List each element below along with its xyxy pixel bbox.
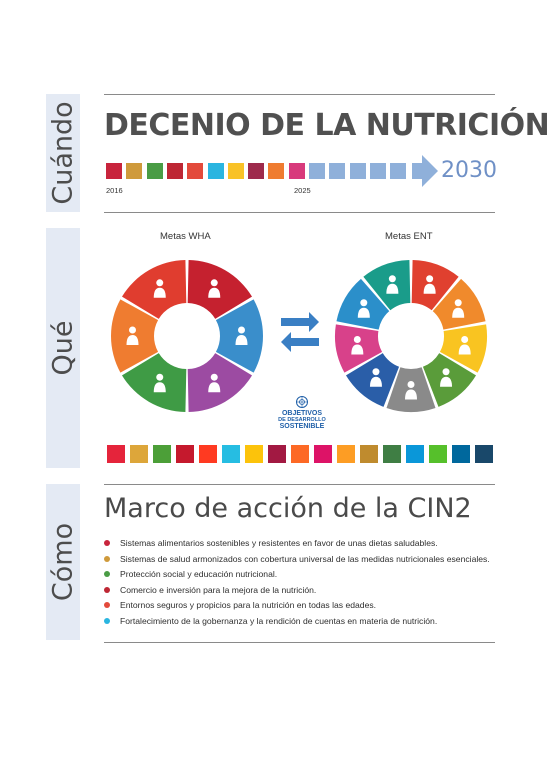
no-smoking-icon xyxy=(405,381,417,400)
list-item-text: Fortalecimiento de la gobernanza y la re… xyxy=(120,615,438,626)
ods-subtitle-1: DE DESARROLLO xyxy=(278,417,326,423)
children-pair-icon xyxy=(126,326,139,345)
list-item-text: Sistemas de salud armonizados con cobert… xyxy=(120,553,490,564)
timeline-arrow xyxy=(412,155,438,187)
donut-segment xyxy=(411,260,459,311)
list-item-text: Entornos seguros y propicios para la nut… xyxy=(120,600,377,610)
sdg-goal-icon xyxy=(267,445,286,463)
divider xyxy=(104,642,495,643)
ods-logo: OBJETIVOS DE DESARROLLO SOSTENIBLE xyxy=(272,396,332,430)
timeline-year-block xyxy=(288,163,305,179)
divider xyxy=(104,484,495,485)
patient-bed-icon xyxy=(357,299,370,318)
timeline-year-block xyxy=(329,163,346,179)
timeline-year-block xyxy=(369,163,386,179)
timeline-year-block xyxy=(227,163,244,179)
hourglass-icon xyxy=(458,335,471,355)
pills-icon xyxy=(369,368,382,387)
sdg-goal-icon xyxy=(221,445,240,463)
sdg-goal-icon xyxy=(175,445,194,463)
sdg-goal-icon xyxy=(129,445,148,463)
breastfeeding-icon xyxy=(153,373,166,393)
start-year: 2016 xyxy=(106,186,123,195)
exchange-arrows-icon xyxy=(281,312,319,352)
wha-label: Metas WHA xyxy=(160,231,211,242)
sdg-goal-icon xyxy=(198,445,217,463)
bullet-dot xyxy=(104,555,110,562)
medicine-icon xyxy=(440,368,453,387)
bullet-dot xyxy=(104,540,110,546)
list-item: Protección social y educación nutriciona… xyxy=(104,569,504,580)
sdg-goal-icon xyxy=(336,445,355,463)
timeline-year-block xyxy=(349,163,366,179)
children-icon xyxy=(208,373,221,393)
sdg-goal-icon xyxy=(106,445,125,463)
donut-segment xyxy=(363,260,411,311)
timeline-year-block xyxy=(126,163,143,179)
decade-title: DECENIO DE LA NUTRICIÓN xyxy=(104,108,549,143)
ods-subtitle-2: SOSTENIBLE xyxy=(279,423,325,430)
ent-donut xyxy=(335,260,487,412)
timeline-year-block xyxy=(106,163,122,179)
list-item: Fortalecimiento de la gobernanza y la re… xyxy=(104,616,504,627)
bullet-dot xyxy=(104,617,110,624)
framework-list: Sistemas alimentarios sostenibles y resi… xyxy=(104,538,504,631)
sdg-goal-icon xyxy=(382,445,401,463)
donut-segment xyxy=(187,353,253,412)
donut-segment xyxy=(121,353,187,412)
sdg-goal-icon xyxy=(313,445,332,463)
divider xyxy=(104,212,495,213)
timeline-year-block xyxy=(309,163,325,179)
divider xyxy=(104,94,495,95)
sdg-goal-icon xyxy=(290,445,309,463)
timeline-year-block xyxy=(187,163,204,179)
list-item-text: Protección social y educación nutriciona… xyxy=(120,569,278,579)
bullet-dot xyxy=(104,586,110,593)
sdg-goal-icon xyxy=(152,445,171,463)
list-item: Sistemas de salud armonizados con cobert… xyxy=(104,554,504,565)
bullet-dot xyxy=(104,571,110,577)
un-emblem-icon xyxy=(296,396,308,408)
sdg-goal-icon xyxy=(474,445,493,463)
timeline-year-block xyxy=(166,163,183,179)
list-item-text: Comercio e inversión para la mejora de l… xyxy=(120,584,317,595)
bottles-icon xyxy=(452,299,465,318)
timeline-year-block xyxy=(146,163,163,179)
mother-baby-icon xyxy=(235,326,248,345)
section-tab-que: Qué xyxy=(46,228,80,468)
section-label-como: Cómo xyxy=(47,522,79,602)
sdg-goal-icon xyxy=(244,445,263,463)
blood-pressure-icon xyxy=(351,335,364,355)
sdg-goal-icon xyxy=(359,445,378,463)
sdg-goal-icon xyxy=(405,445,424,463)
section-label-que: Qué xyxy=(47,320,79,376)
section-tab-como: Cómo xyxy=(46,484,80,640)
active-person-icon xyxy=(386,275,399,294)
children-group-icon xyxy=(153,279,166,298)
wha-donut xyxy=(111,260,263,412)
mid-year: 2025 xyxy=(294,186,311,195)
framework-title: Marco de acción de la CIN2 xyxy=(104,493,472,524)
sdg-goal-icon xyxy=(451,445,470,463)
section-label-cuando: Cuándo xyxy=(47,101,79,205)
ent-label: Metas ENT xyxy=(385,231,433,242)
list-item: Sistemas alimentarios sostenibles y resi… xyxy=(104,538,504,549)
bullet-dot xyxy=(104,602,110,608)
section-tab-cuando: Cuándo xyxy=(46,94,80,212)
drop-icon xyxy=(208,279,221,298)
heart-monitor-icon xyxy=(423,275,436,294)
sdg-goal-icon xyxy=(428,445,447,463)
ods-title: OBJETIVOS xyxy=(281,410,323,417)
timeline-year-block xyxy=(248,163,265,179)
timeline-year-block xyxy=(207,163,224,179)
list-item-text: Sistemas alimentarios sostenibles y resi… xyxy=(120,538,438,548)
timeline-year-block xyxy=(390,163,407,179)
timeline-year-block xyxy=(268,163,285,179)
list-item: Comercio e inversión para la mejora de l… xyxy=(104,585,504,596)
list-item: Entornos seguros y propicios para la nut… xyxy=(104,600,504,611)
donut-segment xyxy=(121,260,187,319)
end-year: 2030 xyxy=(441,158,497,183)
donut-segment xyxy=(187,260,253,319)
